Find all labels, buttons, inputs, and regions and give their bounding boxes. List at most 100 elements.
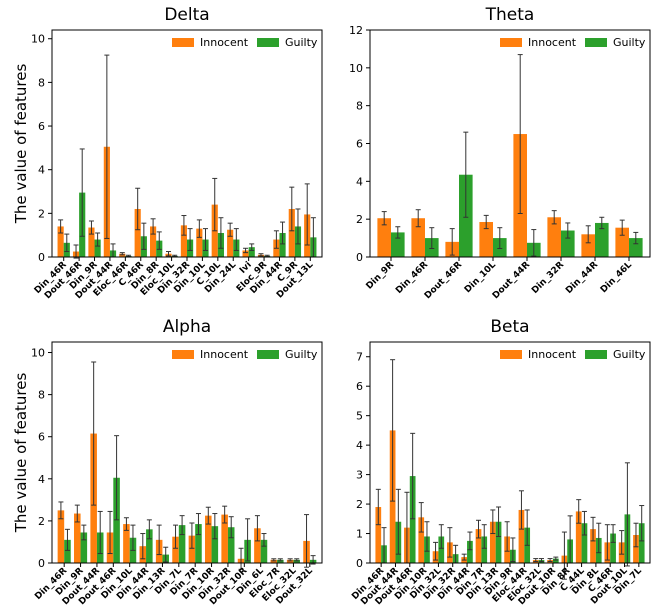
legend-swatch	[172, 38, 194, 47]
legend-label: Innocent	[528, 36, 577, 49]
bar	[489, 521, 496, 563]
bar	[481, 536, 488, 563]
bar	[119, 253, 126, 257]
error-bar	[424, 521, 430, 552]
y-tick-label: 6	[38, 120, 45, 133]
error-bar	[467, 531, 473, 551]
error-bar	[135, 187, 141, 231]
error-bar	[461, 553, 467, 561]
error-bar	[476, 519, 482, 539]
error-bar	[218, 217, 224, 249]
error-bar	[205, 506, 211, 525]
legend-label: Guilty	[613, 348, 646, 361]
error-bar	[243, 247, 249, 254]
error-bar	[496, 506, 502, 537]
error-bar	[245, 518, 251, 562]
error-bar	[273, 230, 279, 249]
bar	[411, 218, 425, 257]
error-bar	[238, 547, 244, 570]
error-bar	[599, 216, 605, 230]
error-bar	[610, 524, 616, 543]
bar	[64, 539, 71, 563]
error-bar	[624, 462, 630, 567]
error-bar	[141, 222, 147, 250]
y-tick-label: 3	[356, 469, 363, 482]
x-tick-label: Din_46R	[394, 260, 430, 296]
error-bar	[481, 524, 487, 549]
bar	[74, 513, 81, 563]
y-tick-label: 0	[356, 251, 363, 264]
axes-frame	[369, 29, 651, 258]
error-bar	[490, 509, 496, 535]
bar	[123, 524, 130, 563]
y-tick-label: 4	[356, 175, 363, 188]
error-bar	[497, 227, 503, 249]
error-bar	[64, 528, 70, 551]
bar	[227, 527, 235, 563]
error-bar	[561, 531, 567, 580]
error-bar	[195, 513, 201, 536]
error-bar	[233, 228, 239, 251]
error-bar	[156, 231, 162, 250]
legend-swatch	[257, 350, 279, 359]
bar	[633, 535, 639, 563]
legend-label: Guilty	[285, 348, 318, 361]
bar	[391, 232, 405, 257]
error-bar	[146, 519, 152, 540]
chart-title: Theta	[485, 5, 535, 25]
error-bar	[271, 558, 277, 562]
bar	[610, 533, 616, 563]
error-bar	[483, 214, 489, 230]
bar	[188, 535, 196, 563]
bar	[150, 226, 157, 257]
bar	[286, 559, 294, 563]
error-bar	[390, 359, 396, 502]
y-tick-label: 8	[38, 389, 45, 402]
y-tick-label: 4	[38, 473, 45, 486]
y-tick-label: 7	[356, 351, 363, 364]
bar	[270, 559, 278, 563]
bar	[375, 507, 382, 563]
error-bar	[97, 510, 103, 555]
bar	[277, 559, 284, 563]
error-bar	[375, 488, 381, 526]
error-bar	[294, 558, 300, 562]
error-bar	[639, 505, 645, 542]
error-bar	[619, 530, 625, 555]
error-bar	[130, 524, 136, 551]
legend-label: Innocent	[528, 348, 577, 361]
error-bar	[547, 558, 553, 563]
error-bar	[196, 219, 202, 238]
bar	[581, 523, 588, 563]
bar	[581, 234, 595, 257]
bar	[495, 521, 502, 563]
chart-title: Delta	[164, 5, 209, 25]
error-bar	[538, 558, 544, 563]
y-axis-label: The value of features	[12, 64, 30, 225]
error-bar	[433, 541, 439, 561]
error-bar	[212, 177, 218, 232]
bar	[629, 238, 643, 257]
y-tick-label: 0	[356, 557, 363, 570]
error-bar	[585, 225, 591, 244]
error-bar	[189, 522, 195, 549]
error-bar	[518, 490, 524, 530]
bar	[178, 525, 186, 563]
error-bar	[140, 533, 146, 560]
error-bar	[163, 546, 169, 563]
error-bar	[227, 222, 233, 237]
error-bar	[254, 515, 260, 542]
error-bar	[119, 252, 125, 256]
bar	[615, 227, 629, 257]
error-bar	[510, 537, 516, 563]
bar	[475, 529, 482, 563]
legend-swatch	[585, 350, 607, 359]
error-bar	[304, 514, 310, 568]
bar	[146, 529, 153, 563]
error-bar	[438, 524, 444, 549]
error-bar	[533, 558, 539, 563]
error-bar	[258, 253, 264, 257]
error-bar	[187, 228, 193, 251]
y-tick-label: 8	[356, 100, 363, 113]
error-bar	[173, 524, 179, 549]
